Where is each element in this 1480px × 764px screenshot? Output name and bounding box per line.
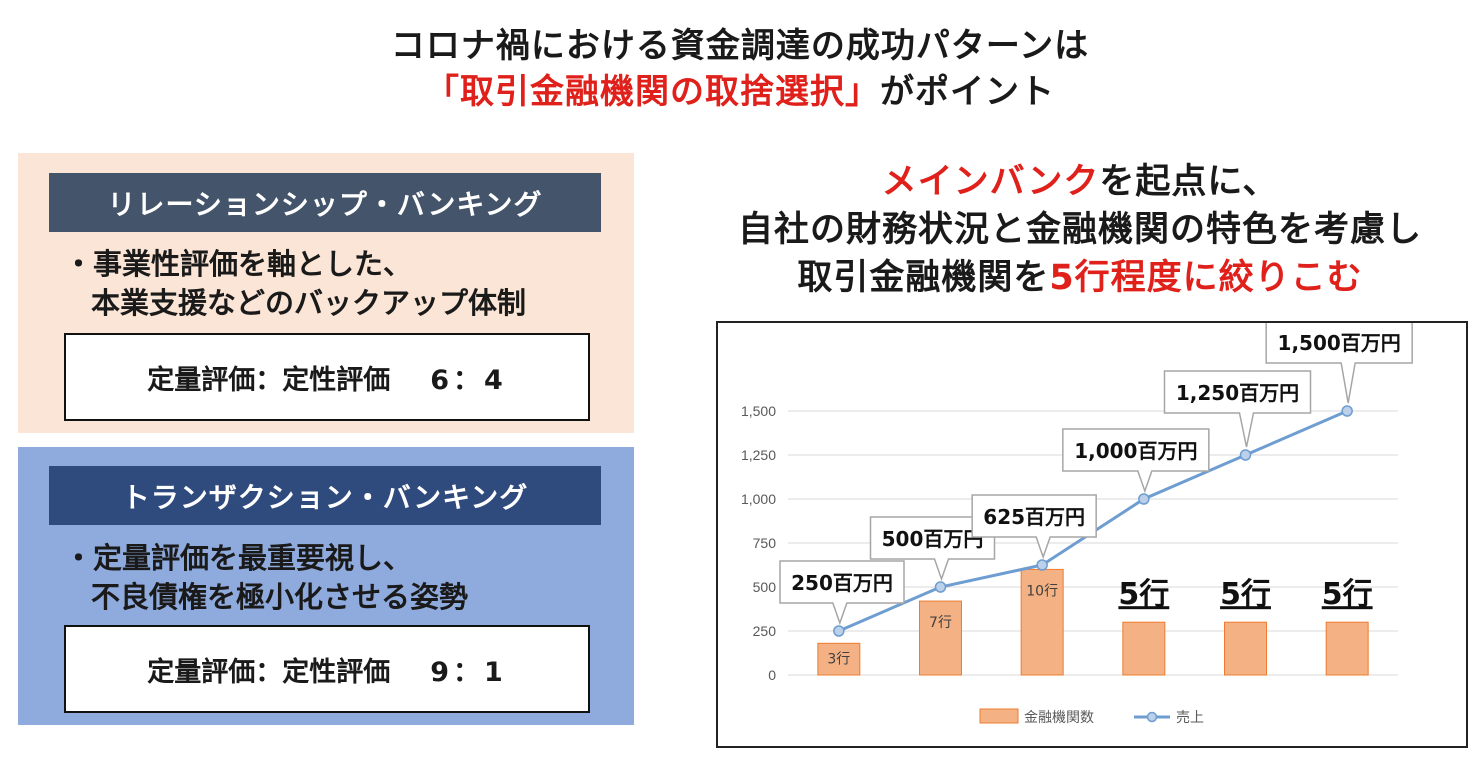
right-heading-line3: 取引金融機関を5行程度に絞りこむ: [700, 249, 1460, 300]
bar-label: 10行: [1026, 583, 1058, 599]
bar: [817, 642, 861, 676]
transaction-ratio-value: 9：1: [430, 656, 507, 688]
right-heading-line1: メインバンクを起点に、: [700, 153, 1460, 204]
sales-callout-label: 250百万円: [791, 571, 893, 595]
bar: [1224, 621, 1267, 676]
sales-point: [1239, 449, 1252, 461]
y-tick-label: 0: [768, 667, 776, 683]
right-heading-line1-rest: を起点に、: [1099, 162, 1279, 202]
sales-callout-label: 625百万円: [983, 505, 1085, 529]
five-banks-highlight: 5行程度に絞りこむ: [1049, 258, 1363, 298]
relationship-banking-title: リレーションシップ・バンキング: [49, 173, 601, 232]
y-tick-label: 500: [753, 579, 777, 595]
sales-point: [1138, 493, 1150, 505]
y-tick-label: 1,000: [741, 491, 776, 507]
transaction-banking-description: ・定量評価を最重要視し、 不良債権を極小化させる姿勢: [64, 539, 468, 617]
relationship-banking-panel: リレーションシップ・バンキング ・事業性評価を軸とした、 本業支援などのバックア…: [18, 153, 634, 433]
sales-point: [1036, 559, 1048, 571]
bar: [1122, 621, 1166, 676]
sales-point: [934, 581, 947, 593]
bar-label: 5行: [1322, 577, 1373, 612]
relationship-ratio-box: 定量評価：定性評価 6：4: [64, 333, 590, 421]
page-title-rest: がポイント: [880, 72, 1055, 112]
transaction-bullet-line2: 不良債権を極小化させる姿勢: [91, 580, 469, 614]
transaction-banking-title: トランザクション・バンキング: [49, 466, 601, 525]
bar-label: 5行: [1118, 577, 1169, 612]
bar: [1020, 568, 1064, 676]
page-title-highlight: 「取引金融機関の取捨選択」: [425, 72, 880, 112]
sales-callout: [1062, 428, 1210, 494]
sales-point: [1341, 405, 1353, 417]
right-heading-line2: 自社の財務状況と金融機関の特色を考慮し: [737, 210, 1422, 250]
bar: [919, 600, 962, 676]
y-tick-label: 250: [753, 623, 777, 639]
sales-callout-label: 500百万円: [882, 527, 984, 551]
sales-callout: [1163, 370, 1312, 448]
y-tick-label: 1,500: [741, 403, 776, 419]
sales-callout-label: 1,500百万円: [1278, 331, 1401, 355]
right-heading-line3-prefix: 取引金融機関を: [797, 258, 1050, 298]
bar: [1325, 621, 1369, 676]
y-tick-label: 750: [753, 535, 777, 551]
relationship-bullet-line2: 本業支援などのバックアップ体制: [91, 286, 527, 320]
page-title-line2: 「取引金融機関の取捨選択」がポイント: [0, 64, 1480, 113]
transaction-ratio-box: 定量評価：定性評価 9：1: [64, 625, 590, 713]
bar-label: 3行: [827, 651, 850, 667]
transaction-bullet-line1: ・定量評価を最重要視し、: [64, 541, 413, 575]
sales-callout: [971, 494, 1097, 560]
legend-bar-label: 金融機関数: [1024, 710, 1094, 726]
transaction-banking-panel: トランザクション・バンキング ・定量評価を最重要視し、 不良債権を極小化させる姿…: [18, 447, 634, 725]
transaction-ratio-label: 定量評価：定性評価: [147, 656, 391, 688]
legend-bar-swatch: [979, 708, 1019, 724]
y-tick-label: 1,250: [741, 447, 776, 463]
sales-callout: [779, 560, 905, 626]
legend-line-label: 売上: [1176, 710, 1204, 726]
sales-callout-label: 1,250百万円: [1176, 381, 1299, 405]
chart-frame: 0 250 500 750 1,000 1,250 1,500 3行 7行 10行 5行 5行 5行 25…: [716, 321, 1468, 748]
relationship-ratio-value: 6：4: [430, 364, 507, 396]
main-bank-highlight: メインバンク: [881, 162, 1100, 202]
sales-point: [833, 625, 845, 637]
relationship-bullet-line1: ・事業性評価を軸とした、: [64, 247, 413, 281]
legend-line-marker: [1146, 711, 1158, 723]
relationship-ratio-label: 定量評価：定性評価: [147, 364, 391, 396]
sales-callout-label: 1,000百万円: [1074, 439, 1197, 463]
relationship-banking-description: ・事業性評価を軸とした、 本業支援などのバックアップ体制: [64, 245, 526, 323]
bar-label: 5行: [1220, 577, 1271, 612]
bar-label: 7行: [929, 615, 952, 631]
sales-callout: [1265, 323, 1413, 404]
bank-count-sales-chart: 0 250 500 750 1,000 1,250 1,500 3行 7行 10行 5行 5行 5行 25…: [741, 323, 1413, 726]
page-title-line1: コロナ禍における資金調達の成功パターンは: [390, 26, 1090, 66]
